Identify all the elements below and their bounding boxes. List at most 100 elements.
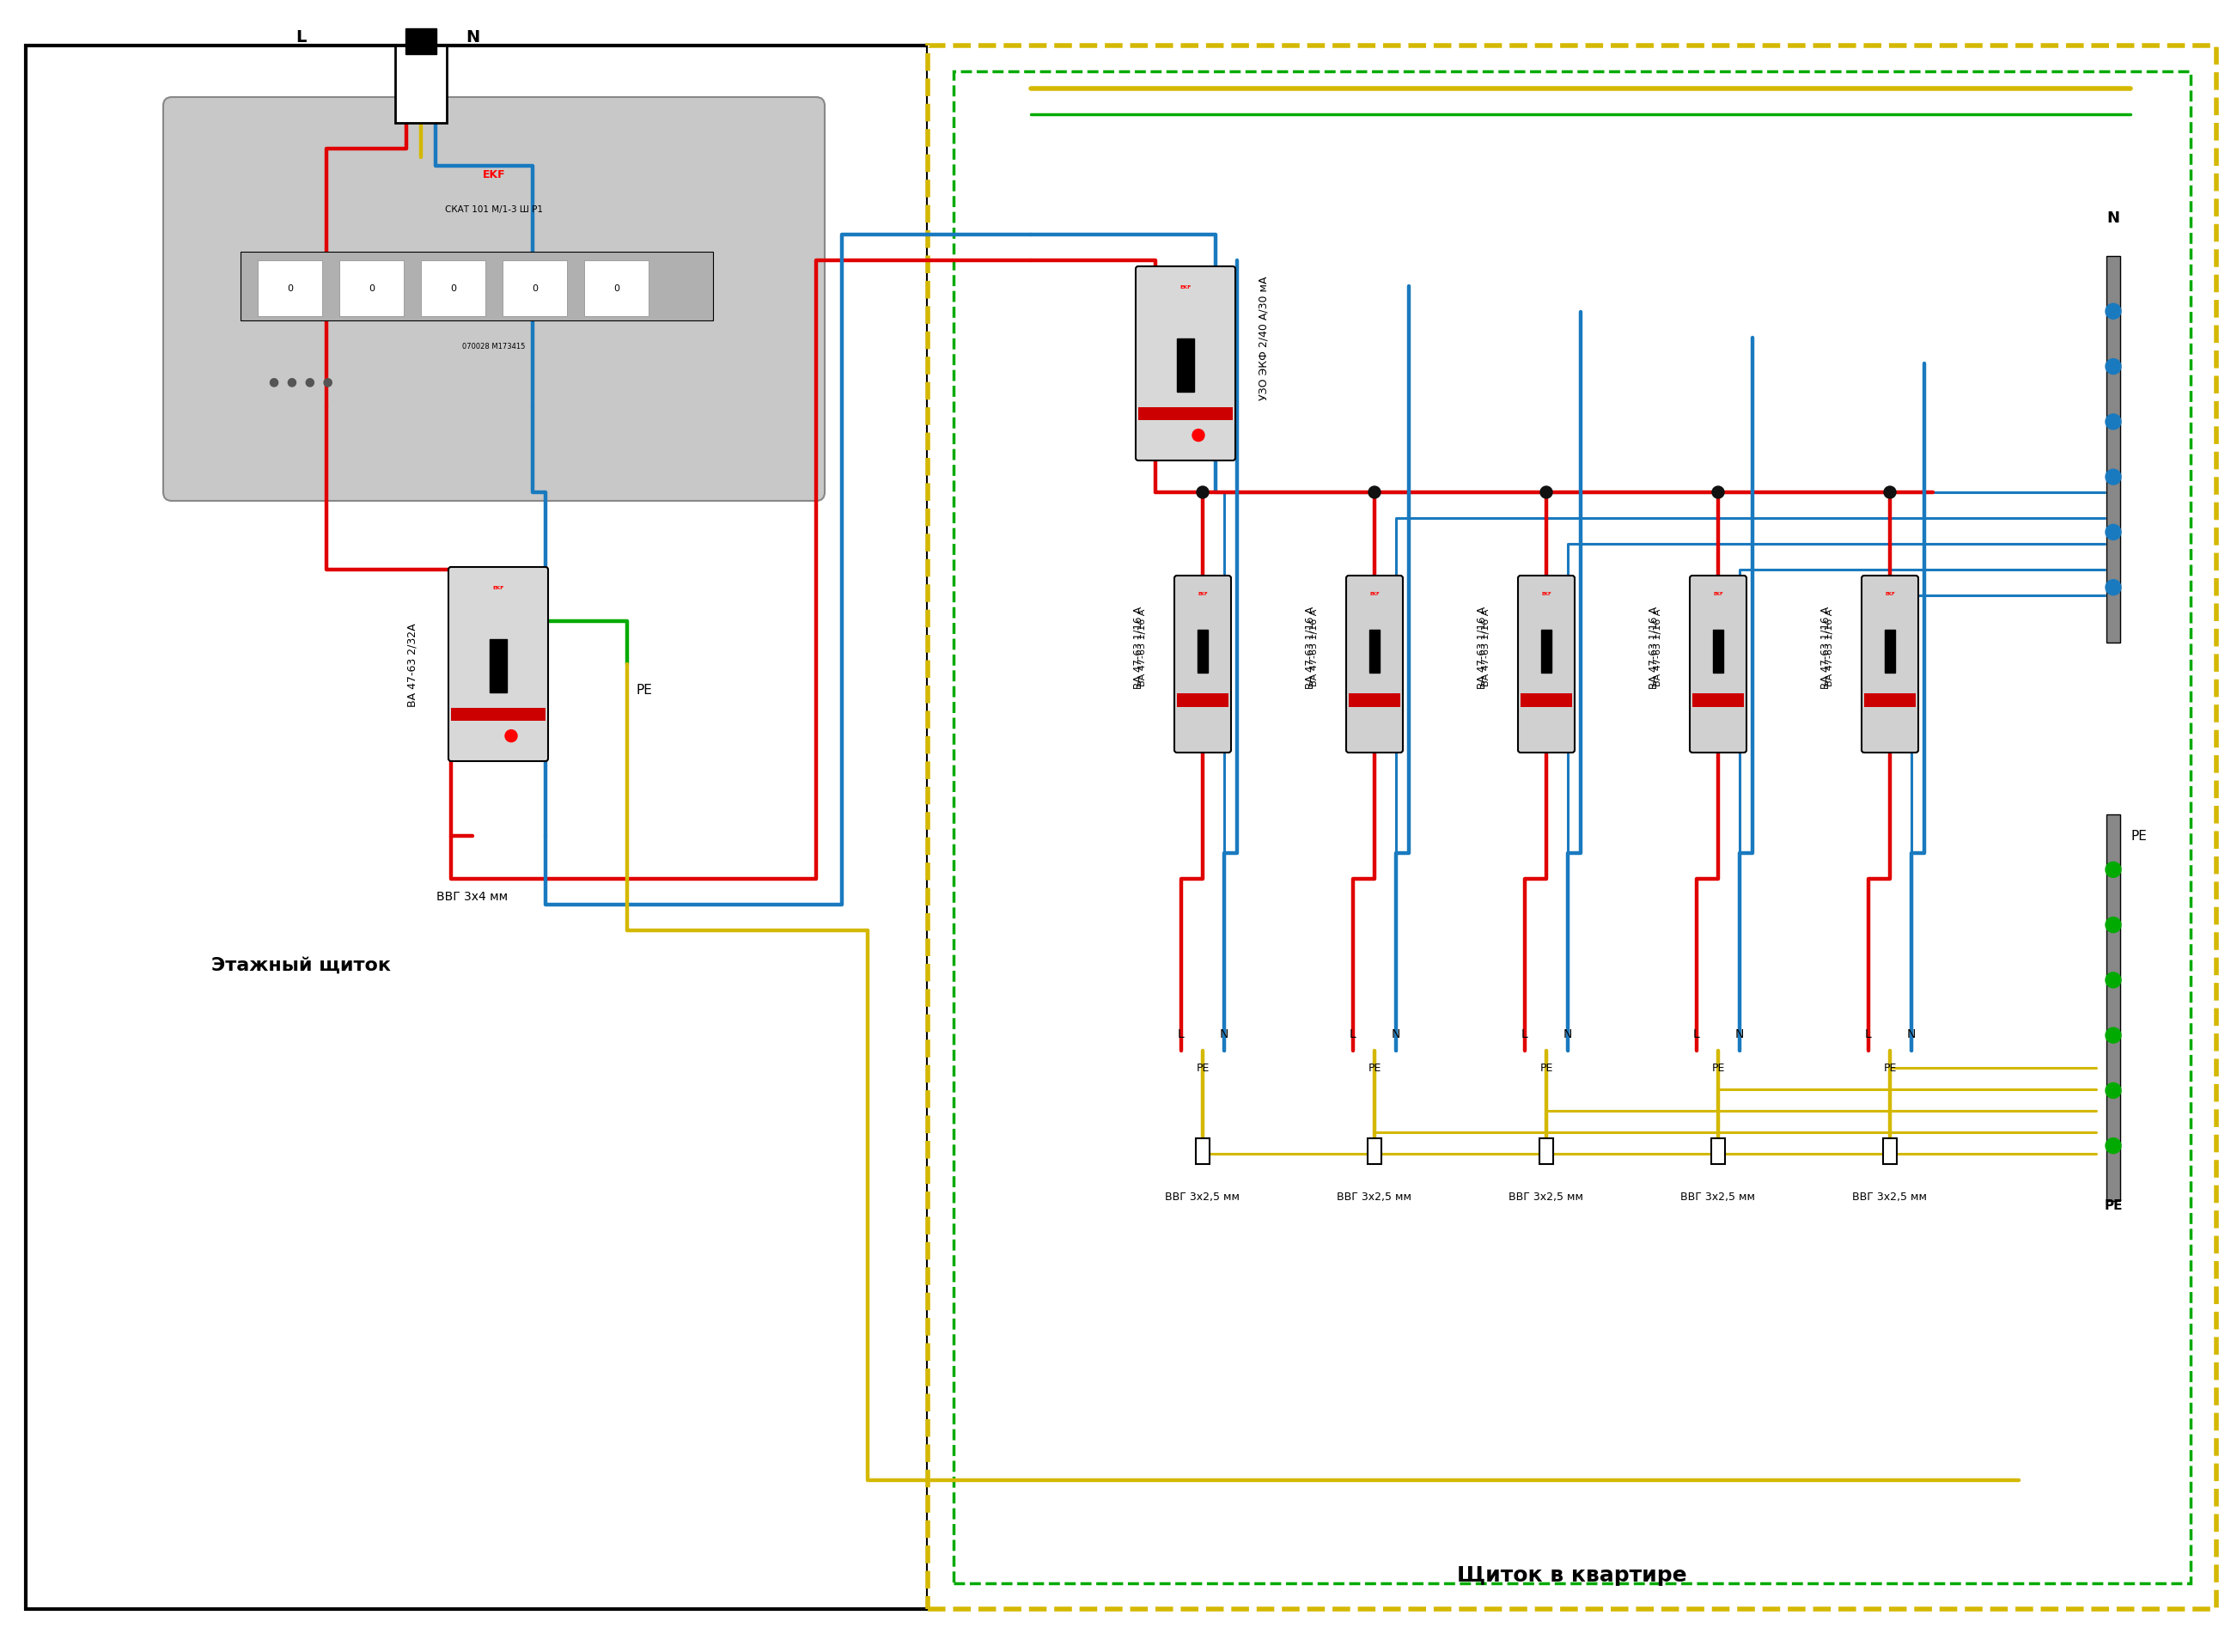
Text: L: L [1349, 1028, 1356, 1039]
Text: ВА 47-63 1/16 А: ВА 47-63 1/16 А [1311, 608, 1318, 686]
Text: Этажный щиток: Этажный щиток [210, 957, 391, 973]
Text: 0: 0 [369, 284, 374, 292]
Text: EKF: EKF [1179, 286, 1192, 289]
Bar [27, 46, 928, 1609]
Text: ВВГ 3х2,5 мм: ВВГ 3х2,5 мм [1338, 1191, 1412, 1203]
Text: EKF: EKF [492, 585, 503, 590]
Bar [1711, 1138, 1725, 1165]
Bar [1369, 629, 1380, 672]
Bar [421, 261, 485, 317]
Text: УЗО ЭКФ 2/40 А/30 мА: УЗО ЭКФ 2/40 А/30 мА [1259, 276, 1271, 400]
Text: ВВГ 3х2,5 мм: ВВГ 3х2,5 мм [1680, 1191, 1756, 1203]
FancyBboxPatch shape [1136, 268, 1235, 461]
Circle shape [2105, 469, 2121, 486]
FancyBboxPatch shape [163, 97, 825, 502]
Circle shape [1369, 487, 1380, 499]
Text: ВА 47-63 1/16 А: ВА 47-63 1/16 А [1653, 608, 1662, 686]
Text: N: N [2107, 210, 2121, 226]
FancyBboxPatch shape [447, 568, 548, 762]
Bar [396, 46, 447, 124]
Text: PE: PE [1884, 1062, 1897, 1074]
Bar [1693, 694, 1745, 707]
Text: ВВГ 3х4 мм: ВВГ 3х4 мм [436, 890, 508, 902]
Text: N: N [1219, 1028, 1228, 1039]
Bar [340, 261, 403, 317]
Circle shape [1884, 487, 1897, 499]
Circle shape [1541, 487, 1552, 499]
Bar [452, 709, 546, 722]
Text: 0: 0 [532, 284, 537, 292]
Text: СКАТ 101 М/1-3 Ш Р1: СКАТ 101 М/1-3 Ш Р1 [445, 205, 544, 213]
Text: 070028 M173415: 070028 M173415 [463, 344, 526, 350]
Text: ВА 47-63 1/16 А: ВА 47-63 1/16 А [1304, 606, 1315, 689]
Circle shape [2105, 580, 2121, 596]
Text: N: N [1391, 1028, 1400, 1039]
Circle shape [1711, 487, 1725, 499]
Text: L: L [1693, 1028, 1700, 1039]
Text: 0: 0 [450, 284, 456, 292]
Bar [242, 253, 714, 320]
Bar [2107, 814, 2121, 1201]
Bar [953, 73, 2190, 1583]
Text: PE: PE [1539, 1062, 1552, 1074]
Circle shape [2105, 304, 2121, 319]
Text: EKF: EKF [1714, 591, 1722, 596]
Bar [1367, 1138, 1382, 1165]
Text: ВА 47-63 1/16 А: ВА 47-63 1/16 А [1132, 606, 1143, 689]
Circle shape [1192, 430, 1204, 441]
Text: EKF: EKF [483, 170, 506, 180]
Text: N: N [1564, 1028, 1573, 1039]
Bar [1539, 1138, 1552, 1165]
Bar [584, 261, 649, 317]
FancyBboxPatch shape [1861, 577, 1919, 753]
Bar [1177, 694, 1228, 707]
Text: ВА 47-63 2/32А: ВА 47-63 2/32А [407, 623, 418, 707]
Text: ВА 47-63 1/16 А: ВА 47-63 1/16 А [1476, 606, 1488, 689]
Text: Щиток в квартире: Щиток в квартире [1456, 1564, 1687, 1584]
Circle shape [2105, 415, 2121, 430]
Bar [257, 261, 322, 317]
Bar [1541, 629, 1552, 672]
Text: PE: PE [2130, 829, 2148, 843]
Bar [490, 639, 508, 692]
Bar [928, 46, 2217, 1609]
Text: ВВГ 3х2,5 мм: ВВГ 3х2,5 мм [1165, 1191, 1239, 1203]
Bar [1714, 629, 1722, 672]
Bar [2107, 256, 2121, 643]
Bar [503, 261, 566, 317]
Text: N: N [1736, 1028, 1745, 1039]
Circle shape [2105, 973, 2121, 988]
Text: N: N [465, 30, 479, 46]
Text: N: N [1906, 1028, 1915, 1039]
Bar [1521, 694, 1573, 707]
Text: ВА 47-63 1/16 А: ВА 47-63 1/16 А [1825, 608, 1834, 686]
Text: L: L [1179, 1028, 1186, 1039]
Circle shape [2105, 1028, 2121, 1044]
Text: 0: 0 [286, 284, 293, 292]
Text: L: L [1521, 1028, 1528, 1039]
Text: ВВГ 3х2,5 мм: ВВГ 3х2,5 мм [1510, 1191, 1584, 1203]
Bar [1863, 694, 1915, 707]
Bar [1177, 340, 1195, 393]
Circle shape [2105, 862, 2121, 877]
Bar [1884, 1138, 1897, 1165]
Text: ВА 47-63 1/16 А: ВА 47-63 1/16 А [1139, 608, 1148, 686]
FancyBboxPatch shape [1519, 577, 1575, 753]
Circle shape [2105, 1084, 2121, 1099]
Text: PE: PE [1367, 1062, 1380, 1074]
Bar [405, 30, 436, 55]
Circle shape [1197, 487, 1208, 499]
Circle shape [2105, 917, 2121, 933]
Text: ВА 47-63 1/16 А: ВА 47-63 1/16 А [1481, 608, 1490, 686]
Text: ВВГ 3х2,5 мм: ВВГ 3х2,5 мм [1852, 1191, 1928, 1203]
Circle shape [2105, 525, 2121, 540]
FancyBboxPatch shape [1689, 577, 1747, 753]
Text: L: L [295, 30, 306, 46]
FancyBboxPatch shape [1347, 577, 1403, 753]
Circle shape [2105, 360, 2121, 375]
Text: PE: PE [2105, 1199, 2123, 1213]
Bar [1886, 629, 1895, 672]
Circle shape [506, 730, 517, 742]
Bar [1197, 1138, 1210, 1165]
Text: EKF: EKF [1886, 591, 1895, 596]
